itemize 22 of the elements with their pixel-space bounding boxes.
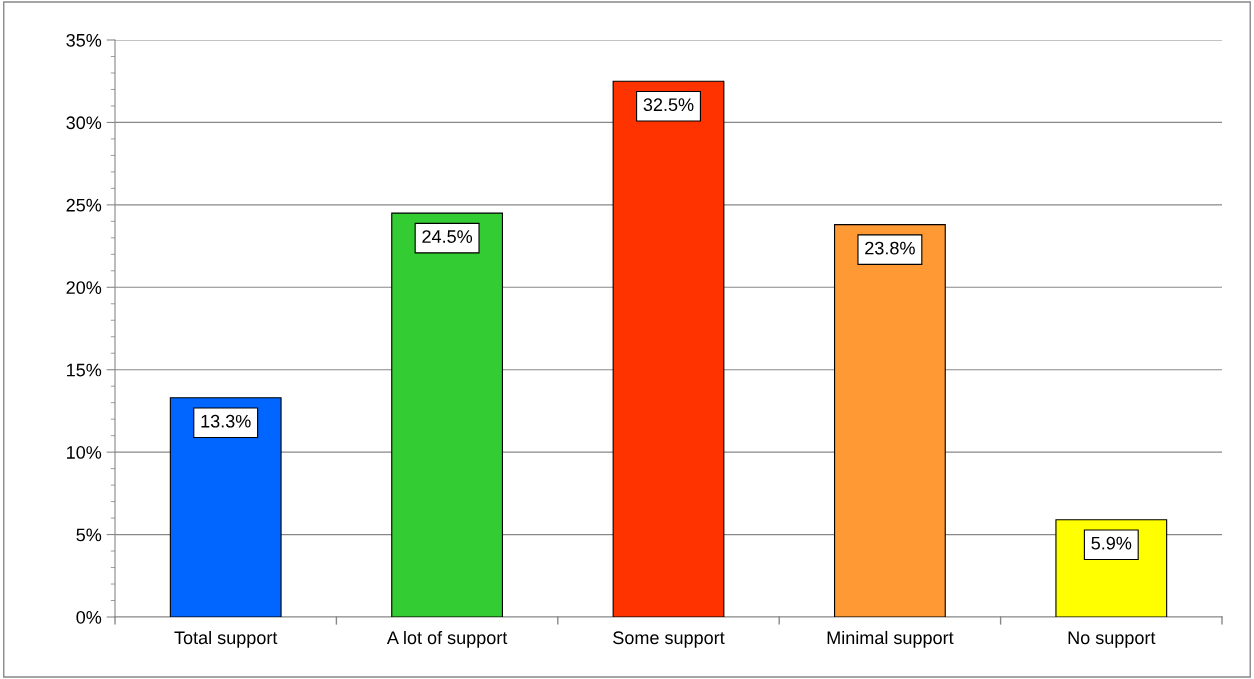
y-tick-label: 25%: [66, 198, 102, 212]
y-tick-label: 0%: [76, 610, 102, 624]
x-tick-label: Total support: [174, 630, 278, 648]
y-tick-label: 35%: [66, 33, 102, 47]
bar: [833, 224, 946, 617]
y-tick-label: 20%: [66, 281, 102, 295]
bar: [169, 397, 282, 617]
data-label: 23.8%: [865, 241, 915, 255]
data-label: 24.5%: [422, 230, 473, 243]
data-label: 5.9%: [1091, 536, 1132, 550]
bar: [612, 80, 725, 617]
x-tick-label: Minimal support: [827, 630, 954, 648]
x-tick-label: No support: [1068, 631, 1156, 648]
y-tick-label: 15%: [67, 363, 102, 377]
bar: [391, 212, 504, 617]
y-tick-label: 30%: [66, 116, 102, 130]
x-tick-label: Some support: [613, 631, 725, 648]
data-label: 32.5%: [643, 98, 694, 112]
y-tick-label: 5%: [76, 528, 102, 542]
data-label: 13.3%: [201, 414, 251, 428]
x-tick-label: A lot of support: [386, 630, 508, 648]
y-tick-label: 10%: [67, 446, 102, 459]
